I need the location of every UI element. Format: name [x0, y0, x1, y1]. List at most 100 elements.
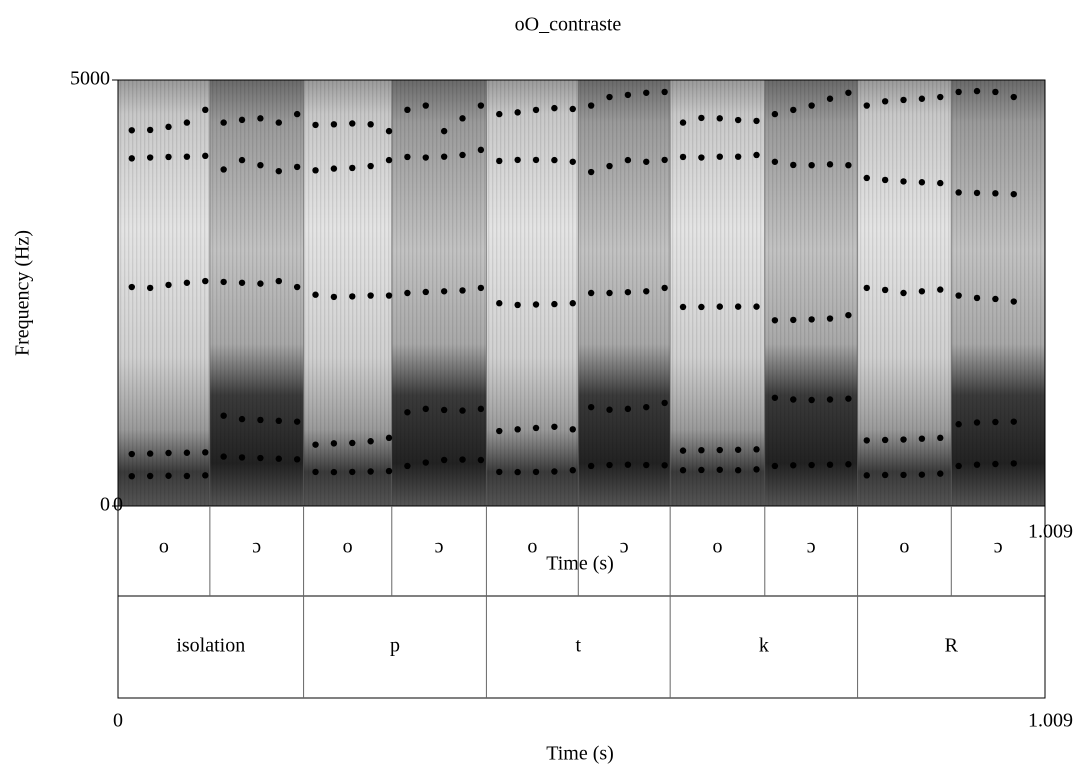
x-tick-label: 0	[113, 710, 123, 732]
tier-label: o	[159, 536, 169, 558]
formant-point	[532, 156, 540, 164]
formant-point	[128, 127, 135, 134]
formant-point	[238, 279, 246, 286]
formant-point	[551, 423, 558, 430]
formant-point	[900, 96, 907, 104]
formant-point	[587, 403, 595, 411]
formant-point	[349, 468, 356, 476]
formant-point	[496, 300, 503, 307]
formant-point	[404, 289, 411, 297]
formant-point	[643, 158, 650, 165]
formant-point	[587, 289, 595, 297]
formant-point	[790, 396, 797, 403]
formant-point	[643, 89, 650, 96]
formant-point	[477, 405, 485, 413]
tier-label: isolation	[176, 635, 245, 657]
formant-point	[293, 283, 301, 291]
formant-point	[459, 151, 466, 159]
formant-point	[716, 153, 723, 160]
formant-point	[330, 165, 338, 172]
formant-point	[330, 440, 338, 447]
formant-point	[422, 154, 429, 161]
formant-point	[661, 284, 668, 292]
formant-point	[496, 110, 503, 118]
formant-point	[220, 453, 227, 460]
formant-point	[459, 407, 466, 414]
formant-point	[587, 462, 595, 470]
formant-point	[514, 468, 521, 476]
formant-point	[367, 162, 374, 170]
formant-point	[790, 161, 797, 169]
formant-point	[918, 95, 926, 102]
y-axis-label: Frequency (Hz)	[12, 230, 34, 356]
formant-point	[1010, 298, 1017, 305]
formant-point	[661, 462, 668, 469]
formant-point	[918, 288, 926, 295]
formant-point	[496, 468, 503, 476]
formant-point	[551, 300, 558, 308]
formant-point	[385, 292, 393, 299]
formant-point	[863, 284, 870, 292]
formant-point	[220, 412, 227, 419]
formant-point	[918, 435, 926, 442]
formant-point	[845, 395, 852, 402]
formant-point	[771, 317, 779, 324]
formant-point	[587, 102, 595, 109]
formant-point	[275, 167, 282, 175]
tier-label: p	[390, 635, 400, 657]
formant-point	[716, 446, 723, 454]
formant-point	[881, 286, 889, 294]
formant-point	[643, 403, 650, 411]
formant-point	[404, 409, 411, 416]
formant-point	[606, 162, 613, 170]
formant-point	[881, 176, 889, 184]
formant-point	[202, 277, 209, 285]
formant-point	[624, 405, 632, 413]
formant-point	[734, 116, 742, 124]
formant-point	[532, 301, 540, 308]
x-axis-label: Time (s)	[546, 553, 614, 575]
formant-point	[349, 164, 356, 172]
formant-point	[551, 156, 558, 164]
formant-point	[771, 394, 779, 401]
formant-point	[275, 119, 282, 126]
formant-point	[275, 455, 282, 462]
formant-point	[477, 102, 485, 109]
formant-point	[753, 303, 760, 310]
formant-point	[808, 316, 815, 323]
tier-label: ɔ	[994, 536, 1003, 558]
formant-point	[973, 189, 981, 197]
formant-point	[477, 284, 485, 292]
formant-point	[165, 153, 172, 161]
formant-point	[477, 146, 485, 154]
formant-point	[532, 424, 540, 432]
formant-point	[257, 454, 264, 462]
formant-point	[606, 93, 613, 101]
formant-point	[900, 289, 907, 297]
formant-point	[367, 438, 374, 445]
formant-point	[753, 466, 760, 473]
tier-label: ɔ	[252, 536, 261, 558]
tier-label: ɔ	[435, 536, 444, 558]
formant-point	[569, 158, 576, 165]
formant-point	[606, 461, 613, 469]
formant-point	[404, 462, 411, 470]
formant-point	[238, 116, 246, 124]
formant-point	[1010, 190, 1017, 198]
chart-title: oO_contraste	[515, 14, 622, 36]
formant-point	[293, 418, 301, 425]
formant-point	[679, 447, 687, 454]
formant-point	[716, 303, 723, 310]
formant-point	[918, 471, 926, 478]
formant-point	[808, 102, 815, 109]
formant-point	[385, 467, 393, 475]
formant-point	[955, 462, 962, 470]
formant-point	[937, 93, 944, 101]
formant-point	[496, 157, 503, 165]
formant-point	[661, 88, 668, 96]
formant-point	[845, 461, 852, 468]
formant-point	[146, 450, 154, 457]
formant-point	[587, 168, 595, 176]
formant-point	[1010, 418, 1017, 425]
x-tick-label: 1.009	[1028, 710, 1073, 732]
